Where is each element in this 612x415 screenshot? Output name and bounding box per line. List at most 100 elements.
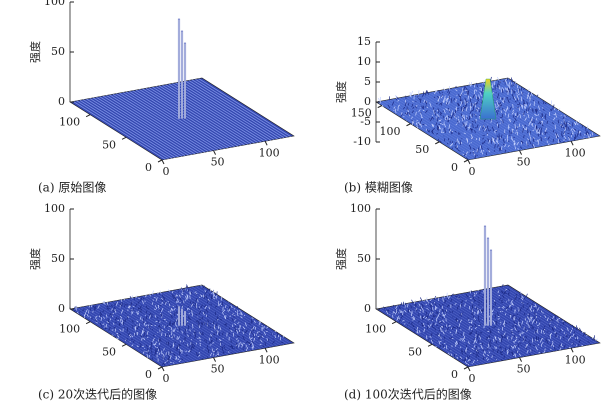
surface-noise (162, 319, 164, 321)
surface-noise (440, 326, 443, 328)
surface-noise (400, 112, 403, 116)
surface-noise (516, 126, 518, 130)
surface-noise (423, 318, 425, 320)
surface-noise (568, 124, 571, 126)
surface-noise (272, 338, 274, 340)
surface-noise (156, 293, 158, 295)
surface-noise (521, 140, 524, 144)
surface-noise (167, 355, 171, 361)
surface-noise (467, 101, 469, 103)
surface-noise (426, 307, 428, 310)
surface-noise (534, 124, 537, 129)
surface-noise (583, 331, 586, 337)
surface-noise (95, 318, 98, 321)
surface-mesh (125, 91, 219, 151)
surface-noise (501, 284, 504, 288)
surface-noise (211, 304, 213, 306)
surface-noise (509, 106, 512, 111)
z-tick-label: 10 (357, 55, 371, 68)
surface-noise (398, 306, 402, 310)
surface-noise (171, 322, 174, 327)
surface-noise (209, 352, 212, 357)
surface-noise (242, 348, 245, 350)
surface-noise (244, 322, 247, 327)
y-tick-label: 0 (451, 368, 458, 381)
surface-noise (171, 351, 173, 353)
surface-noise (497, 93, 500, 99)
surface-noise (430, 307, 433, 311)
surface-noise (524, 104, 528, 110)
surface-noise (146, 347, 149, 352)
surface-noise (248, 323, 251, 325)
surface-noise (430, 339, 433, 344)
surface-noise (212, 297, 216, 300)
surface-noise (439, 123, 442, 125)
surface-noise (476, 333, 480, 338)
surface-noise (553, 117, 556, 121)
surface-noise (469, 332, 471, 335)
surface-noise (249, 342, 251, 345)
surface-noise (141, 328, 143, 331)
surface-noise (194, 291, 197, 294)
surface-noise (469, 110, 473, 114)
surface-noise (448, 124, 450, 130)
surface-noise (391, 101, 395, 106)
surface-noise (528, 343, 532, 346)
surface-noise (465, 293, 468, 297)
y-tick (377, 105, 382, 109)
surface-noise (469, 114, 472, 119)
surface-noise (456, 94, 458, 96)
surface-noise (438, 320, 442, 323)
surface-mesh (99, 303, 192, 362)
surface-noise (133, 298, 136, 300)
surface-noise (217, 351, 219, 356)
surface-noise (174, 312, 176, 317)
surface-noise (498, 80, 500, 86)
surface-noise (516, 98, 519, 102)
surface-noise (140, 343, 142, 345)
surface-noise (168, 353, 171, 357)
surface-noise (234, 319, 236, 322)
surface-noise (74, 306, 76, 309)
surface-noise (453, 354, 456, 358)
surface-noise (499, 146, 502, 152)
surface-noise (579, 327, 582, 332)
surface-noise (448, 91, 451, 95)
surface-noise (546, 340, 549, 344)
surface-noise (251, 328, 253, 331)
surface-mesh (385, 307, 479, 366)
surface-noise (519, 292, 522, 296)
surface-noise (475, 326, 477, 330)
surface-noise (473, 344, 476, 348)
surface-noise (497, 312, 499, 317)
surface-noise (400, 302, 403, 306)
surface-noise (217, 316, 219, 319)
surface-mesh (145, 295, 239, 354)
surface-noise (174, 299, 177, 302)
surface-noise (536, 128, 539, 132)
surface-noise (123, 299, 126, 301)
surface-noise (162, 294, 164, 298)
surface-noise (519, 333, 522, 337)
z-tick-label: 15 (357, 35, 371, 48)
surface-noise (550, 319, 553, 321)
surface-noise (529, 353, 531, 356)
surface-noise (424, 124, 427, 126)
surface-noise (252, 329, 255, 332)
surface-noise (194, 331, 197, 333)
surface-noise (563, 344, 566, 349)
surface-noise (450, 110, 453, 116)
surface-noise (192, 333, 195, 335)
surface-noise (172, 295, 175, 298)
surface-noise (428, 118, 430, 120)
surface-noise (544, 348, 546, 351)
surface-noise (432, 315, 435, 317)
surface-noise (495, 340, 498, 344)
surface-noise (178, 326, 180, 331)
surface-noise (274, 334, 276, 339)
surface-noise (418, 303, 421, 307)
surface-noise (502, 291, 504, 294)
surface-noise (182, 289, 185, 293)
surface-noise (513, 316, 515, 320)
